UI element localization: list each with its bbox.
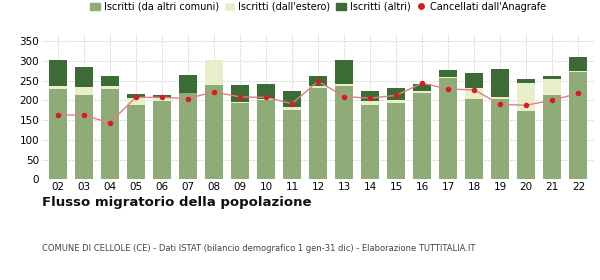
Bar — [335, 86, 353, 179]
Legend: Iscritti (da altri comuni), Iscritti (dall'estero), Iscritti (altri), Cancellati: Iscritti (da altri comuni), Iscritti (da… — [86, 0, 550, 15]
Bar — [179, 93, 197, 94]
Bar — [361, 92, 379, 101]
Text: COMUNE DI CELLOLE (CE) - Dati ISTAT (bilancio demografico 1 gen-31 dic) - Elabor: COMUNE DI CELLOLE (CE) - Dati ISTAT (bil… — [42, 244, 475, 253]
Bar — [49, 60, 67, 86]
Bar — [205, 85, 223, 179]
Bar — [127, 94, 145, 98]
Bar — [101, 86, 119, 90]
Bar — [205, 60, 223, 85]
Bar — [309, 88, 327, 179]
Bar — [257, 83, 275, 99]
Bar — [257, 99, 275, 101]
Bar — [413, 84, 431, 92]
Bar — [361, 101, 379, 105]
Bar — [569, 72, 587, 179]
Bar — [257, 101, 275, 179]
Bar — [127, 98, 145, 105]
Bar — [465, 99, 484, 179]
Bar — [413, 92, 431, 94]
Bar — [127, 105, 145, 179]
Bar — [231, 85, 249, 102]
Bar — [387, 100, 405, 103]
Bar — [491, 97, 509, 99]
Bar — [179, 75, 197, 93]
Bar — [361, 105, 379, 179]
Bar — [387, 88, 405, 100]
Bar — [387, 103, 405, 179]
Bar — [74, 87, 93, 95]
Bar — [283, 110, 301, 179]
Bar — [335, 60, 353, 83]
Bar — [543, 95, 562, 179]
Bar — [491, 99, 509, 179]
Bar — [152, 98, 171, 101]
Bar — [543, 79, 562, 95]
Bar — [49, 86, 67, 90]
Bar — [465, 73, 484, 88]
Bar — [152, 101, 171, 179]
Bar — [179, 94, 197, 179]
Bar — [101, 90, 119, 179]
Bar — [543, 76, 562, 79]
Bar — [74, 67, 93, 87]
Bar — [283, 107, 301, 110]
Bar — [517, 79, 535, 83]
Bar — [439, 70, 457, 77]
Bar — [569, 71, 587, 72]
Text: Flusso migratorio della popolazione: Flusso migratorio della popolazione — [42, 196, 311, 209]
Bar — [74, 95, 93, 179]
Bar — [569, 57, 587, 71]
Bar — [413, 94, 431, 179]
Bar — [231, 103, 249, 179]
Bar — [439, 77, 457, 78]
Bar — [152, 95, 171, 98]
Bar — [231, 102, 249, 103]
Bar — [49, 90, 67, 179]
Bar — [517, 83, 535, 111]
Bar — [517, 111, 535, 179]
Bar — [309, 76, 327, 86]
Bar — [283, 91, 301, 107]
Bar — [439, 78, 457, 179]
Bar — [309, 86, 327, 88]
Bar — [101, 76, 119, 86]
Bar — [465, 88, 484, 99]
Bar — [491, 69, 509, 97]
Bar — [335, 83, 353, 86]
